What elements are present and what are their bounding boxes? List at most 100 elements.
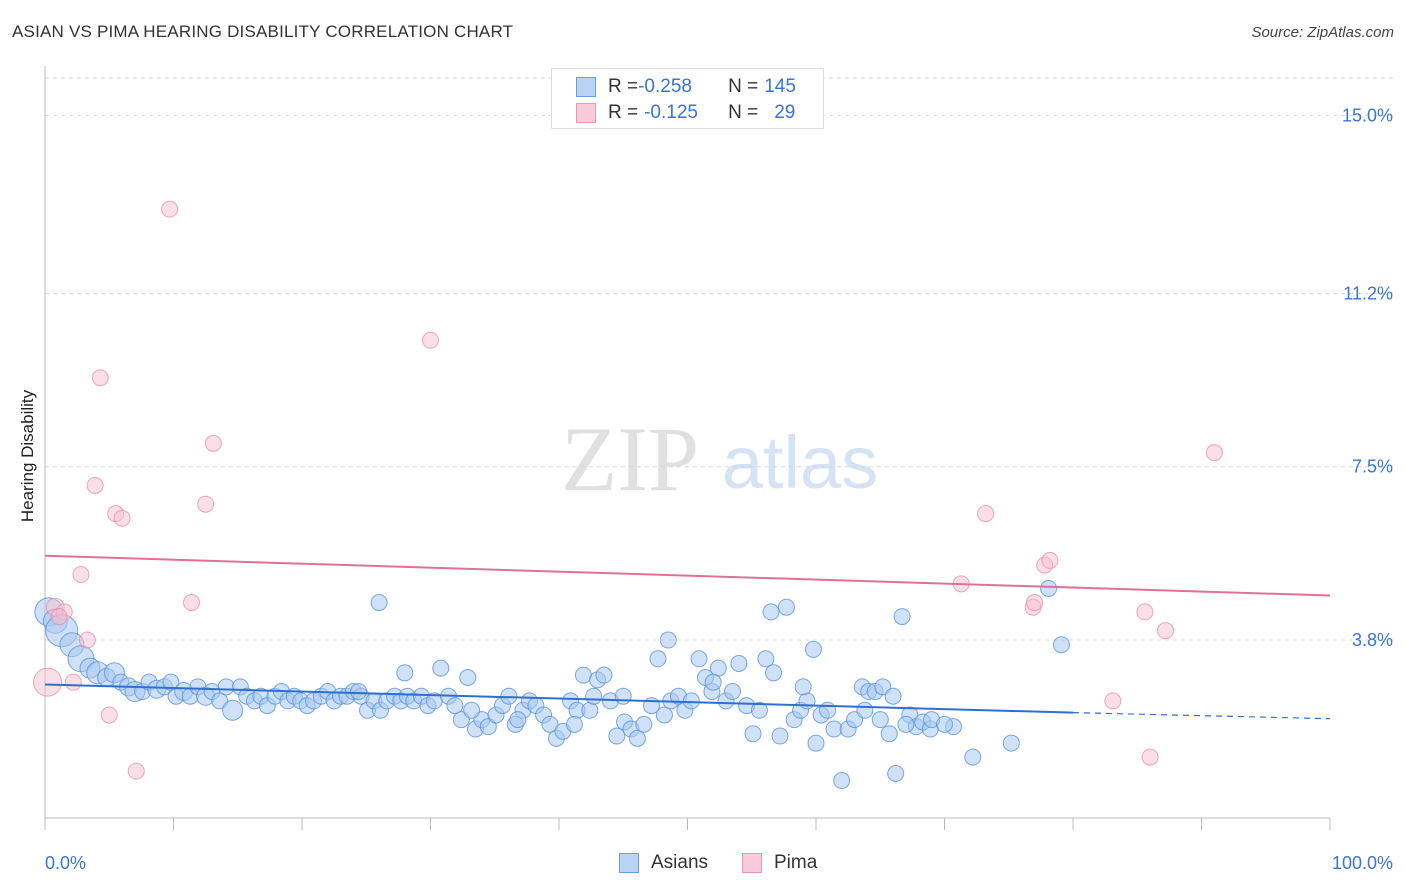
pima-point: [91, 369, 109, 387]
asian-point: [750, 701, 768, 719]
r-value: -0.258: [638, 76, 692, 97]
asian-point: [217, 678, 235, 696]
asian-trend-extension: [1072, 712, 1331, 720]
asian-point: [370, 594, 388, 612]
asian-point: [595, 666, 613, 684]
pima-point: [1205, 444, 1223, 462]
x-tick-label: 0.0%: [45, 853, 86, 873]
asian-trend-line: [44, 683, 1074, 714]
asian-point: [463, 701, 481, 719]
asian-point: [794, 678, 812, 696]
r-value: -0.125: [644, 102, 698, 123]
asian-point: [509, 711, 527, 729]
pima-point: [127, 762, 145, 780]
asian-point: [581, 701, 599, 719]
asian-point: [807, 734, 825, 752]
asians-swatch: [619, 853, 639, 873]
asian-point: [798, 692, 816, 710]
pima-point: [204, 434, 222, 452]
pima-point: [197, 495, 215, 513]
asians-points: [34, 580, 1070, 790]
pima-point: [86, 476, 104, 494]
n-label: N =: [728, 102, 759, 123]
pima-point: [33, 667, 63, 697]
asian-point: [222, 699, 244, 721]
asian-point: [771, 727, 789, 745]
asian-point: [704, 673, 722, 691]
n-label: N =: [728, 76, 759, 97]
pima-point: [72, 565, 90, 583]
x-tick-label: 100.0%: [1332, 853, 1393, 873]
asian-point: [804, 640, 822, 658]
pima-point: [78, 631, 96, 649]
pima-swatch: [742, 853, 762, 873]
asians-swatch: [576, 77, 596, 97]
asian-point: [777, 598, 795, 616]
pima-point: [1157, 622, 1175, 640]
legend-label-asians: Asians: [651, 852, 709, 873]
asian-point: [893, 608, 911, 626]
asian-point: [446, 697, 464, 715]
pima-point: [1041, 551, 1059, 569]
asian-point: [432, 659, 450, 677]
asian-point: [887, 765, 905, 783]
series-legend: Asians Pima: [0, 852, 1406, 878]
pima-point: [161, 200, 179, 218]
asian-point: [1002, 734, 1020, 752]
asian-point: [396, 664, 414, 682]
asian-point: [765, 664, 783, 682]
asian-point: [936, 715, 953, 733]
r-label: R =: [608, 102, 639, 123]
pima-point: [50, 608, 68, 626]
y-tick-label: 3.8%: [1352, 630, 1393, 650]
watermark-zip: ZIP: [561, 408, 699, 510]
asian-point: [541, 715, 559, 733]
pima-trend-line: [44, 554, 1331, 597]
asian-point: [833, 772, 851, 790]
legend-item-asians[interactable]: Asians: [619, 852, 708, 874]
watermark-atlas: atlas: [722, 421, 878, 504]
asian-point: [856, 701, 874, 719]
asian-point: [350, 683, 368, 701]
legend-row-pima: R = -0.125 N = 29: [576, 101, 795, 125]
asian-point: [762, 603, 780, 621]
y-tick-label: 11.2%: [1343, 283, 1393, 303]
asian-point: [608, 727, 626, 745]
asian-point: [744, 725, 762, 743]
n-value: 29: [774, 102, 796, 123]
asian-point: [585, 687, 603, 705]
stats-legend: R = -0.258 N = 145 R = -0.125 N = 29: [551, 68, 824, 129]
legend-item-pima[interactable]: Pima: [742, 852, 817, 874]
tick-labels: 3.8% 7.5% 11.2% 15.0% 0.0% 100.0%: [45, 105, 1393, 873]
asian-point: [614, 687, 632, 705]
legend-row-asians: R = -0.258 N = 145: [576, 75, 796, 99]
y-tick-label: 15.0%: [1342, 105, 1393, 125]
legend-label-pima: Pima: [774, 852, 818, 873]
pima-points: [33, 200, 1223, 780]
asian-point: [825, 720, 843, 738]
pima-swatch: [576, 103, 596, 123]
asian-point: [871, 711, 889, 729]
asian-point: [757, 650, 775, 668]
asian-point: [649, 650, 667, 668]
pima-point: [977, 505, 995, 523]
asian-point: [730, 654, 748, 672]
pima-point: [182, 594, 200, 612]
asian-point: [884, 687, 902, 705]
y-tick-label: 7.5%: [1352, 457, 1393, 477]
trend-lines: [44, 554, 1331, 720]
asian-point: [635, 715, 653, 733]
asian-point: [690, 650, 708, 668]
asian-point: [682, 692, 700, 710]
asian-point: [479, 718, 497, 736]
asian-point: [659, 631, 677, 649]
asian-point: [574, 666, 592, 684]
asian-point: [565, 715, 583, 733]
chart-source: Source: ZipAtlas.com: [1251, 24, 1394, 41]
pima-point: [1104, 692, 1122, 710]
pima-point: [1136, 603, 1154, 621]
pima-point: [1025, 594, 1043, 612]
asian-point: [964, 748, 982, 766]
n-value: 145: [764, 76, 796, 97]
